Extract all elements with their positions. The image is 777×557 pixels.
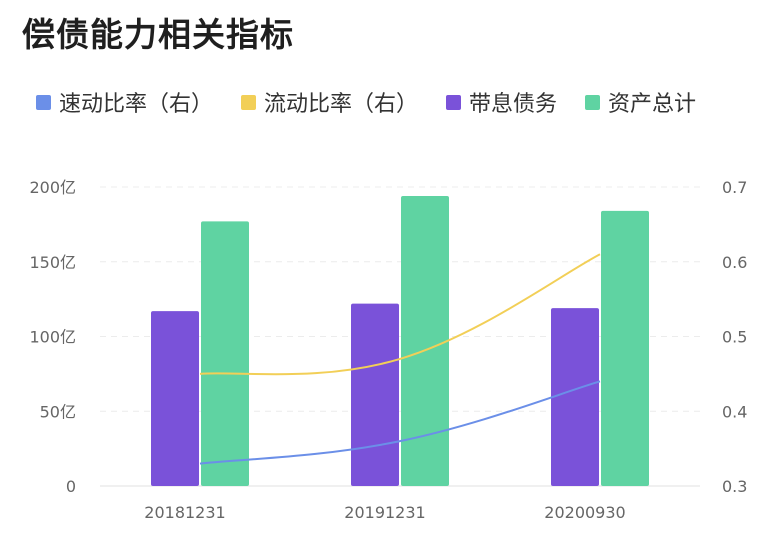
left-axis-tick-label: 200亿 [29, 178, 76, 197]
legend-label-interest-bearing-debt: 带息债务 [469, 92, 558, 117]
bar-total-assets [601, 210, 649, 487]
bar-interest-bearing-debt [551, 308, 599, 486]
line-current-ratio [199, 253, 601, 376]
bar-interest-bearing-debt [351, 303, 399, 486]
legend-label-quick-ratio: 速动比率（右） [59, 92, 214, 117]
legend-label-total-assets: 资产总计 [608, 92, 697, 117]
x-axis-tick-label: 20200930 [544, 503, 625, 522]
legend-swatch-total-assets [585, 94, 601, 110]
bar-total-assets [201, 221, 249, 486]
legend: 速动比率（右） 流动比率（右） 带息债务 资产总计 [36, 86, 724, 118]
right-axis-tick-label: 0.7 [722, 178, 747, 197]
x-axis-tick-label: 20191231 [344, 503, 425, 522]
legend-item-current-ratio[interactable]: 流动比率（右） [241, 86, 418, 118]
left-axis-tick-label: 0 [66, 477, 76, 496]
legend-item-quick-ratio[interactable]: 速动比率（右） [36, 86, 213, 118]
legend-item-total-assets[interactable]: 资产总计 [585, 86, 696, 118]
legend-swatch-current-ratio [241, 94, 257, 110]
line-quick-ratio [199, 380, 601, 465]
legend-swatch-interest-bearing-debt [446, 94, 462, 110]
right-axis-tick-label: 0.3 [722, 477, 747, 496]
left-axis-tick-label: 50亿 [40, 402, 76, 421]
right-axis-tick-label: 0.5 [722, 328, 747, 347]
legend-item-interest-bearing-debt[interactable]: 带息债务 [446, 86, 557, 118]
legend-swatch-quick-ratio [36, 94, 51, 110]
bar-interest-bearing-debt [151, 311, 199, 486]
right-axis-tick-label: 0.4 [722, 402, 747, 421]
left-axis-tick-label: 100亿 [29, 328, 76, 347]
chart-title: 偿债能力相关指标 [22, 15, 294, 54]
right-axis-tick-label: 0.6 [722, 253, 747, 272]
left-axis-tick-label: 150亿 [29, 253, 76, 272]
bar-total-assets [401, 195, 449, 486]
x-axis-tick-label: 20181231 [144, 503, 225, 522]
legend-label-current-ratio: 流动比率（右） [264, 92, 419, 117]
